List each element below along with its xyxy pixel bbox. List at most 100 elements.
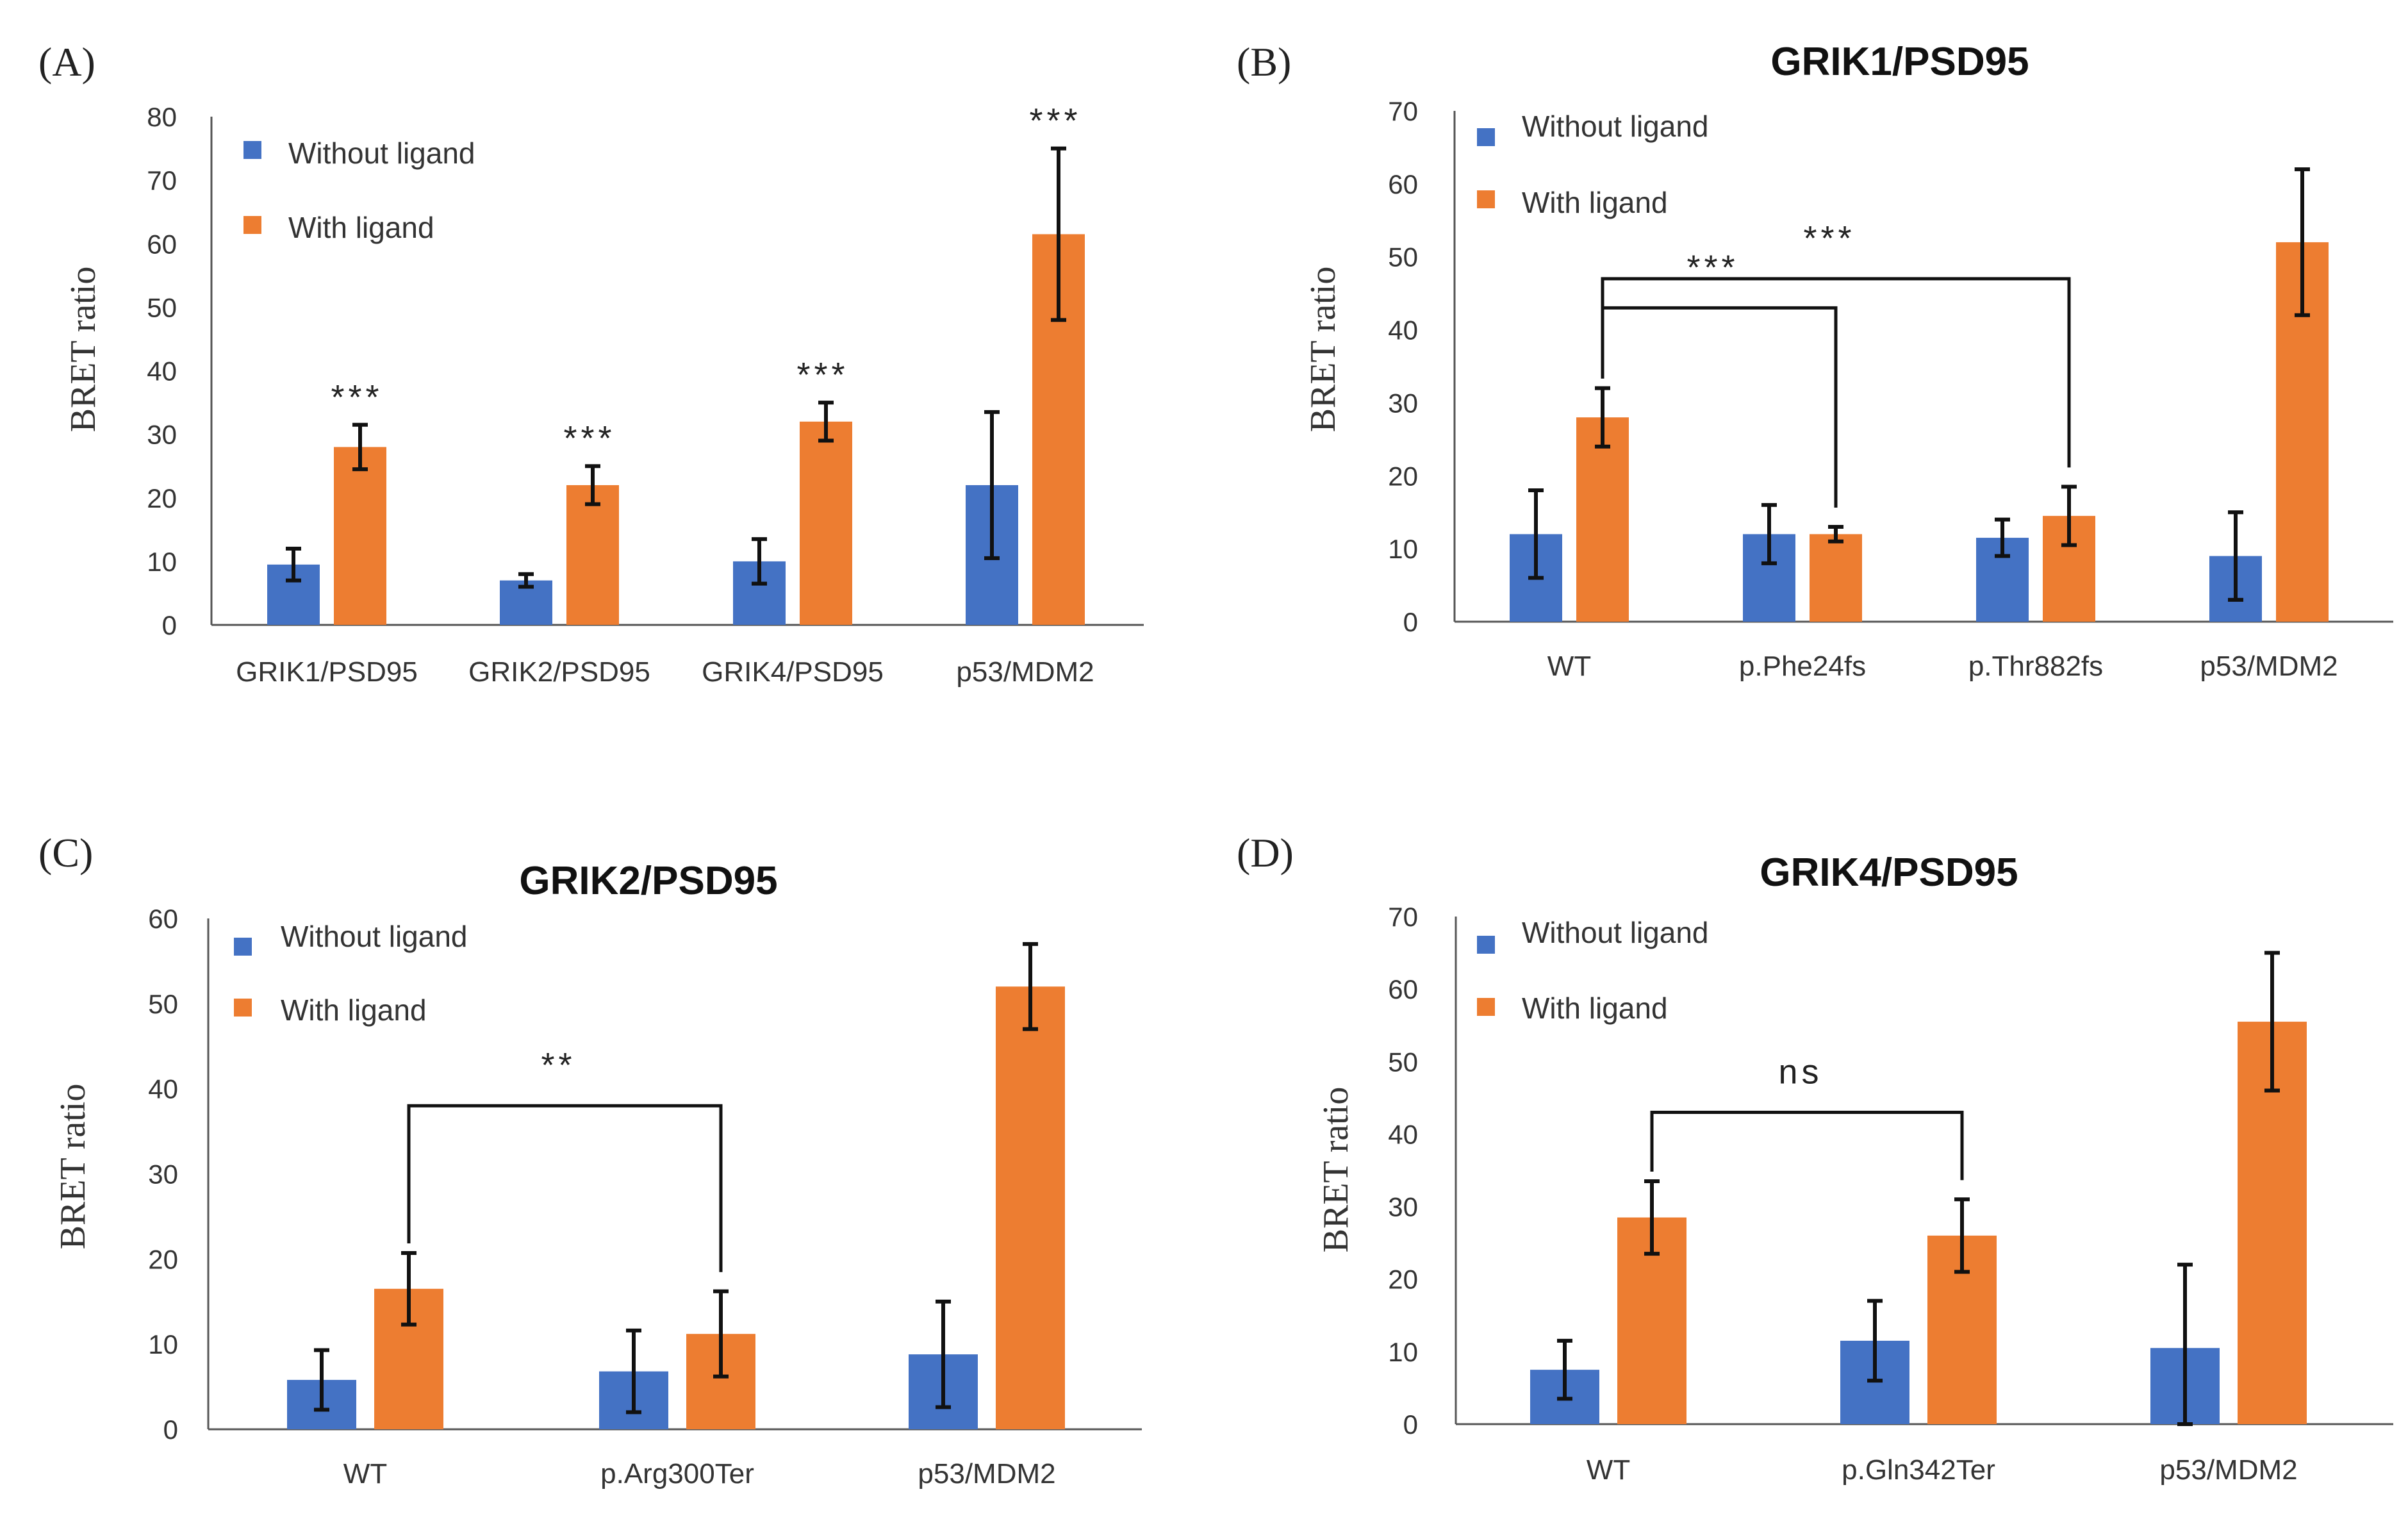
x-tick-label: WT — [1587, 1454, 1630, 1486]
legend-swatch — [243, 141, 261, 159]
y-tick-label: 10 — [1388, 534, 1418, 564]
legend-swatch — [1477, 190, 1495, 208]
y-tick-label: 10 — [147, 547, 177, 577]
error-bar — [1867, 1299, 1883, 1383]
y-tick-label: 10 — [1388, 1337, 1418, 1367]
y-tick-label: 40 — [148, 1074, 178, 1104]
y-tick-label: 50 — [1388, 1047, 1418, 1077]
y-tick-label: 70 — [147, 165, 177, 195]
y-tick-label: 70 — [1388, 96, 1418, 126]
x-tick-label: p.Arg300Ter — [600, 1458, 754, 1490]
y-tick-label: 60 — [147, 229, 177, 259]
legend-label: With ligand — [288, 211, 434, 244]
error-bar — [984, 410, 1000, 560]
legend-swatch — [1477, 936, 1495, 954]
legend-swatch — [1477, 998, 1495, 1016]
y-tick-label: 60 — [1388, 169, 1418, 199]
y-tick-label: 0 — [162, 610, 177, 640]
chart-title: GRIK4/PSD95 — [1760, 851, 2018, 895]
y-tick-label: 60 — [148, 904, 178, 934]
y-tick-label: 30 — [1388, 1192, 1418, 1222]
error-bar — [1644, 1179, 1660, 1256]
error-bar — [752, 537, 767, 586]
y-tick-label: 40 — [1388, 315, 1418, 345]
panel-letter: (A) — [38, 39, 95, 85]
y-tick-label: 40 — [1388, 1119, 1418, 1149]
significance-label: *** — [1686, 248, 1738, 286]
error-bar — [1954, 1197, 1970, 1274]
error-bar — [286, 547, 301, 583]
significance-bracket — [407, 1104, 723, 1272]
bar-with-ligand — [1576, 417, 1629, 622]
panel-letter: (D) — [1237, 830, 1294, 876]
chart-panel-1: (A) BRET ratio 0 10 20 30 40 50 60 70 80 GRIK1/PSD9… — [38, 39, 1144, 688]
error-bar — [936, 1299, 951, 1409]
x-tick-label: p53/MDM2 — [918, 1458, 1055, 1490]
x-tick-label: p.Phe24fs — [1739, 651, 1866, 682]
error-bar — [2228, 510, 2243, 602]
error-bar — [1557, 1338, 1572, 1401]
y-tick-label: 40 — [147, 356, 177, 386]
error-bar — [1761, 502, 1777, 565]
error-bar — [1995, 517, 2010, 558]
error-bar — [2177, 1263, 2193, 1426]
y-axis-label: BRET ratio — [63, 267, 103, 433]
bar-with-ligand — [1810, 534, 1862, 622]
x-tick-label: p53/MDM2 — [956, 656, 1094, 688]
error-bar — [1528, 488, 1544, 580]
significance-stars: *** — [796, 356, 848, 394]
error-bar — [352, 422, 368, 472]
error-bar — [2061, 485, 2077, 547]
legend-swatch — [1477, 128, 1495, 146]
significance-stars: *** — [1029, 102, 1081, 140]
y-tick-label: 50 — [148, 989, 178, 1019]
error-bar — [626, 1328, 641, 1415]
y-tick-label: 70 — [1388, 902, 1418, 932]
error-bar — [585, 464, 600, 506]
y-tick-label: 20 — [147, 483, 177, 513]
significance-label: *** — [1803, 219, 1855, 258]
error-bar — [314, 1348, 329, 1412]
y-axis-label: BRET ratio — [1316, 1087, 1356, 1253]
bar-with-ligand — [566, 485, 619, 625]
legend-label: Without ligand — [281, 920, 468, 953]
error-bar — [1051, 146, 1066, 322]
bar-with-ligand — [334, 447, 386, 625]
y-tick-label: 30 — [148, 1159, 178, 1190]
significance-label: ns — [1778, 1052, 1822, 1091]
significance-stars: *** — [331, 378, 383, 417]
x-tick-label: p.Thr882fs — [1968, 651, 2103, 682]
y-tick-label: 20 — [1388, 1265, 1418, 1295]
legend-label: Without ligand — [1522, 916, 1709, 949]
x-tick-label: GRIK1/PSD95 — [236, 656, 418, 688]
x-tick-label: WT — [1547, 651, 1591, 682]
legend-label: With ligand — [1522, 186, 1668, 219]
x-tick-label: GRIK2/PSD95 — [468, 656, 650, 688]
error-bar — [401, 1251, 416, 1327]
y-tick-label: 20 — [1388, 461, 1418, 491]
x-tick-label: WT — [343, 1458, 387, 1490]
legend-swatch — [243, 216, 261, 234]
y-tick-label: 0 — [163, 1415, 178, 1445]
chart-panel-2: (B) GRIK1/PSD95 BRET ratio 0 10 20 30 40 50 60 70 W… — [1237, 39, 2393, 682]
legend-swatch — [234, 938, 252, 956]
y-tick-label: 0 — [1403, 607, 1418, 637]
panel-letter: (C) — [38, 830, 93, 876]
y-tick-label: 10 — [148, 1329, 178, 1359]
significance-bracket — [1601, 306, 1838, 508]
error-bar — [1595, 386, 1610, 449]
error-bar — [1023, 942, 1038, 1031]
legend-label: With ligand — [281, 993, 427, 1027]
chart-panel-3: (C) GRIK2/PSD95 BRET ratio 0 10 20 30 40 50 60 WT p… — [38, 830, 1142, 1490]
y-tick-label: 20 — [148, 1244, 178, 1274]
legend-label: With ligand — [1522, 992, 1668, 1025]
y-axis-label: BRET ratio — [53, 1084, 93, 1250]
y-tick-label: 30 — [1388, 388, 1418, 418]
chart-title: GRIK1/PSD95 — [1770, 40, 2029, 84]
y-tick-label: 60 — [1388, 974, 1418, 1004]
y-tick-label: 0 — [1403, 1409, 1418, 1440]
x-tick-label: p53/MDM2 — [2159, 1454, 2297, 1486]
error-bar — [2295, 167, 2310, 317]
significance-stars: *** — [563, 419, 615, 458]
x-tick-label: p53/MDM2 — [2200, 651, 2338, 682]
